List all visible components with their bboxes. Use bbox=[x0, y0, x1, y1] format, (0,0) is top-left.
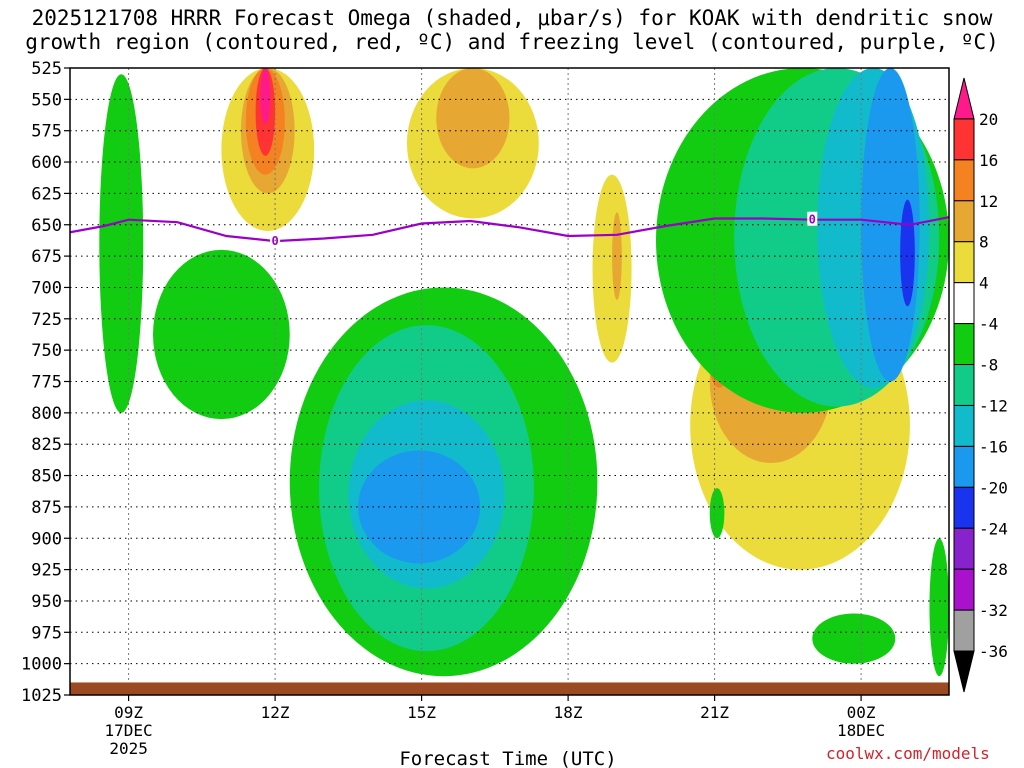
colorbar-label-16: 16 bbox=[979, 151, 998, 170]
x-tick-label-21Z: 21Z bbox=[700, 703, 729, 722]
y-tick-label-750: 750 bbox=[31, 341, 62, 361]
omega-shaded-region-12 bbox=[99, 74, 144, 413]
y-tick-label-625: 625 bbox=[31, 184, 62, 204]
colorbar-segment-0 bbox=[953, 77, 975, 120]
colorbar-segment-13 bbox=[953, 609, 975, 652]
omega-shaded-region-25 bbox=[709, 488, 725, 539]
omega-shaded-region-6 bbox=[436, 68, 510, 169]
colorbar-label--12: -12 bbox=[979, 396, 1008, 415]
colorbar-label-4: 4 bbox=[979, 274, 989, 293]
x-axis-label: Forecast Time (UTC) bbox=[399, 748, 616, 768]
colorbar-label--20: -20 bbox=[979, 478, 1008, 497]
y-tick-label-575: 575 bbox=[31, 122, 62, 142]
y-tick-label-825: 825 bbox=[31, 435, 62, 455]
colorbar-segment-7 bbox=[953, 364, 975, 406]
y-tick-label-900: 900 bbox=[31, 529, 62, 549]
colorbar-segment-6 bbox=[953, 323, 975, 366]
colorbar-segment-10 bbox=[953, 486, 975, 529]
colorbar-segment-5 bbox=[953, 282, 975, 325]
y-tick-label-650: 650 bbox=[31, 216, 62, 236]
colorbar-label--36: -36 bbox=[979, 642, 1008, 661]
chart-title: 2025121708 HRRR Forecast Omega (shaded, … bbox=[0, 6, 1024, 54]
omega-shaded-region-17 bbox=[358, 450, 481, 564]
omega-shaded-region-24 bbox=[929, 538, 949, 677]
colorbar-segment-11 bbox=[953, 527, 975, 570]
title-line-2: growth region (contoured, red, ºC) and f… bbox=[25, 30, 999, 54]
x-year-label-09Z: 2025 bbox=[109, 739, 148, 758]
omega-shaded-region-22 bbox=[900, 199, 915, 307]
title-line-1: 2025121708 HRRR Forecast Omega (shaded, … bbox=[31, 6, 993, 30]
freezing-level-label-0: 0 bbox=[271, 234, 278, 248]
y-tick-label-800: 800 bbox=[31, 404, 62, 424]
freezing-label-bg-1 bbox=[807, 211, 818, 226]
x-date-label-09Z: 17DEC bbox=[105, 721, 153, 740]
y-tick-label-550: 550 bbox=[31, 90, 62, 110]
x-tick-label-18Z: 18Z bbox=[554, 703, 583, 722]
colorbar-label--8: -8 bbox=[979, 356, 998, 375]
colorbar-segment-9 bbox=[953, 445, 975, 488]
x-tick-label-15Z: 15Z bbox=[407, 703, 436, 722]
y-tick-label-925: 925 bbox=[31, 561, 62, 581]
colorbar-label--28: -28 bbox=[979, 560, 1008, 579]
y-tick-label-975: 975 bbox=[31, 623, 62, 643]
colorbar-label-8: 8 bbox=[979, 233, 989, 252]
x-tick-label-00Z: 00Z bbox=[847, 703, 876, 722]
y-tick-label-950: 950 bbox=[31, 592, 62, 612]
freezing-level-line bbox=[70, 216, 949, 243]
freezing-level-label-1: 0 bbox=[809, 213, 816, 227]
omega-shaded-region-13 bbox=[153, 249, 290, 420]
omega-shaded-region-4 bbox=[260, 68, 271, 125]
colorbar-label--24: -24 bbox=[979, 519, 1008, 538]
x-date-label-00Z: 18DEC bbox=[837, 721, 885, 740]
colorbar-segment-12 bbox=[953, 568, 975, 611]
omega-shaded-region-23 bbox=[812, 613, 896, 664]
colorbar-segment-8 bbox=[953, 404, 975, 447]
y-tick-label-775: 775 bbox=[31, 373, 62, 393]
colorbar-label-12: 12 bbox=[979, 192, 998, 211]
colorbar-label-20: 20 bbox=[979, 110, 998, 129]
colorbar-label--4: -4 bbox=[979, 315, 998, 334]
colorbar-segment-1 bbox=[953, 118, 975, 161]
y-tick-label-700: 700 bbox=[31, 278, 62, 298]
site-credit: coolwx.com/models bbox=[826, 744, 990, 763]
colorbar-segment-3 bbox=[953, 200, 975, 243]
x-tick-label-12Z: 12Z bbox=[261, 703, 290, 722]
x-tick-label-09Z: 09Z bbox=[114, 703, 143, 722]
freezing-label-bg-0 bbox=[270, 233, 281, 248]
colorbar-segment-14 bbox=[953, 650, 975, 693]
y-tick-label-600: 600 bbox=[31, 153, 62, 173]
y-tick-label-1025: 1025 bbox=[21, 686, 62, 706]
terrain-band bbox=[70, 682, 949, 695]
colorbar-label--32: -32 bbox=[979, 601, 1008, 620]
y-tick-label-525: 525 bbox=[31, 59, 62, 79]
y-tick-label-675: 675 bbox=[31, 247, 62, 267]
colorbar-segment-4 bbox=[953, 241, 975, 284]
y-tick-label-725: 725 bbox=[31, 310, 62, 330]
y-tick-label-1000: 1000 bbox=[21, 655, 62, 675]
y-tick-label-850: 850 bbox=[31, 467, 62, 487]
omega-shaded-region-7 bbox=[592, 174, 632, 363]
colorbar-label--16: -16 bbox=[979, 437, 1008, 456]
y-tick-label-875: 875 bbox=[31, 498, 62, 518]
colorbar-segment-2 bbox=[953, 159, 975, 202]
